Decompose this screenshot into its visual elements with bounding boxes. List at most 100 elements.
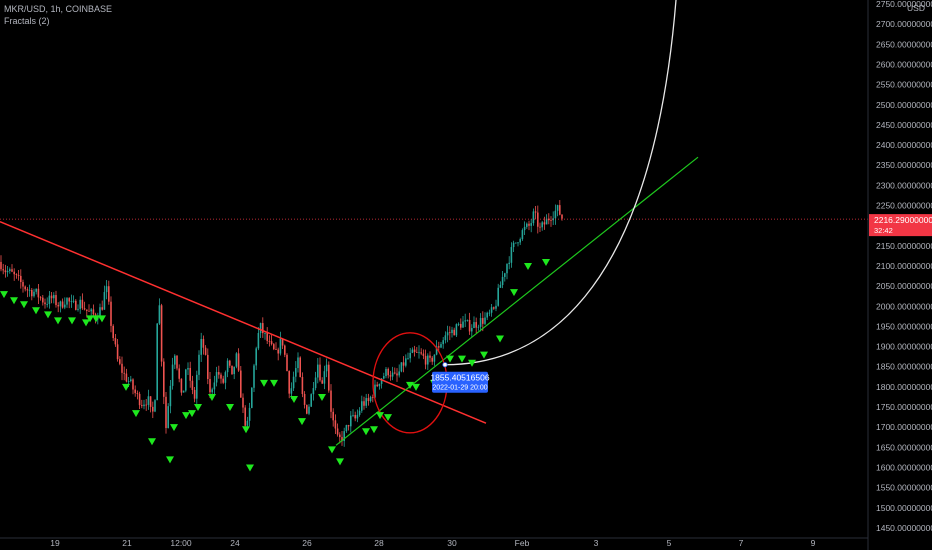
candle: [48, 291, 51, 309]
candle: [352, 409, 354, 418]
candle: [156, 322, 158, 401]
candle: [121, 356, 123, 381]
candle: [376, 381, 378, 388]
candle: [229, 359, 231, 368]
candle-body: [127, 380, 130, 382]
candle: [559, 200, 561, 216]
candle: [383, 372, 385, 380]
candle-body: [167, 406, 169, 429]
candle-body: [543, 222, 546, 225]
candle-body: [242, 397, 244, 408]
candle: [268, 335, 271, 347]
candle: [103, 285, 106, 310]
candle: [510, 242, 513, 268]
candle-body: [396, 373, 398, 376]
candle-body: [402, 362, 405, 366]
candle-body: [325, 364, 328, 372]
candle: [451, 326, 453, 338]
y-tick-label: 1550.00000000: [876, 483, 932, 493]
candle-body: [77, 308, 79, 310]
candle: [475, 317, 477, 334]
candle: [108, 280, 110, 305]
candle-body: [435, 346, 438, 355]
indicator-label[interactable]: Fractals (2): [4, 16, 50, 26]
candle-body: [226, 360, 229, 373]
candle: [167, 403, 169, 429]
candle: [330, 384, 332, 419]
candle: [193, 386, 196, 403]
y-tick-label: 2500.00000000: [876, 100, 932, 110]
candle-body: [253, 365, 255, 388]
y-tick-label: 1850.00000000: [876, 362, 932, 372]
triangle-down-icon: [290, 395, 298, 403]
candle-body: [86, 309, 88, 311]
candle-body: [180, 378, 183, 393]
candle-body: [438, 346, 440, 348]
candle-body: [189, 367, 191, 381]
candle-body: [50, 295, 53, 299]
candle-body: [110, 301, 112, 326]
candle: [235, 352, 238, 369]
candle: [141, 399, 143, 409]
triangle-down-icon: [496, 335, 504, 343]
candle: [64, 297, 66, 310]
candle-body: [523, 226, 526, 231]
triangle-down-icon: [68, 317, 76, 325]
candle: [477, 324, 480, 331]
candle: [110, 296, 112, 333]
candle-body: [288, 370, 290, 394]
candle: [292, 371, 295, 392]
candle-body: [240, 370, 242, 398]
candle-body: [136, 393, 139, 394]
candle-body: [526, 223, 528, 227]
candle: [169, 380, 172, 414]
candle-body: [143, 404, 145, 407]
candle-body: [407, 358, 409, 360]
candle: [468, 312, 471, 335]
candle: [457, 322, 460, 327]
x-tick-label: 3: [594, 538, 599, 548]
candle-body: [145, 404, 147, 406]
time-axis[interactable]: 19 21 12:00 24 26 28 30 Feb 3 5 7 9: [0, 537, 868, 548]
candle: [44, 298, 46, 309]
candle: [495, 299, 497, 312]
candle: [2, 263, 4, 275]
candle: [418, 345, 420, 359]
candle-body: [66, 298, 68, 305]
candle-body: [308, 406, 310, 414]
candle: [323, 365, 326, 390]
candle-body: [158, 305, 161, 324]
candle: [174, 354, 176, 369]
y-tick-label: 1900.00000000: [876, 342, 932, 352]
triangle-down-icon: [260, 379, 268, 387]
candle: [114, 333, 117, 347]
candle-body: [385, 368, 387, 377]
candle-body: [101, 307, 103, 310]
candle-body: [306, 404, 308, 414]
candle: [53, 292, 55, 304]
candle-body: [15, 274, 18, 276]
candle: [61, 298, 64, 309]
candle-body: [328, 364, 330, 391]
candle: [191, 375, 194, 395]
candle-body: [92, 309, 95, 315]
triangle-down-icon: [406, 381, 414, 389]
candle-body: [488, 312, 491, 314]
symbol-title[interactable]: MKR/USD, 1h, COINBASE: [4, 4, 113, 14]
candle-body: [431, 357, 433, 362]
candle: [277, 347, 279, 361]
candle: [453, 327, 455, 336]
candle: [303, 391, 306, 409]
candle: [295, 361, 297, 383]
triangle-down-icon: [370, 426, 378, 434]
triangle-down-icon: [188, 410, 196, 418]
candle: [83, 301, 86, 311]
candle-body: [493, 307, 495, 309]
triangle-down-icon: [10, 297, 18, 305]
candle: [189, 361, 191, 388]
y-tick-label: 2100.00000000: [876, 261, 932, 271]
y-tick-label: 2550.00000000: [876, 80, 932, 90]
triangle-down-icon: [542, 258, 550, 266]
